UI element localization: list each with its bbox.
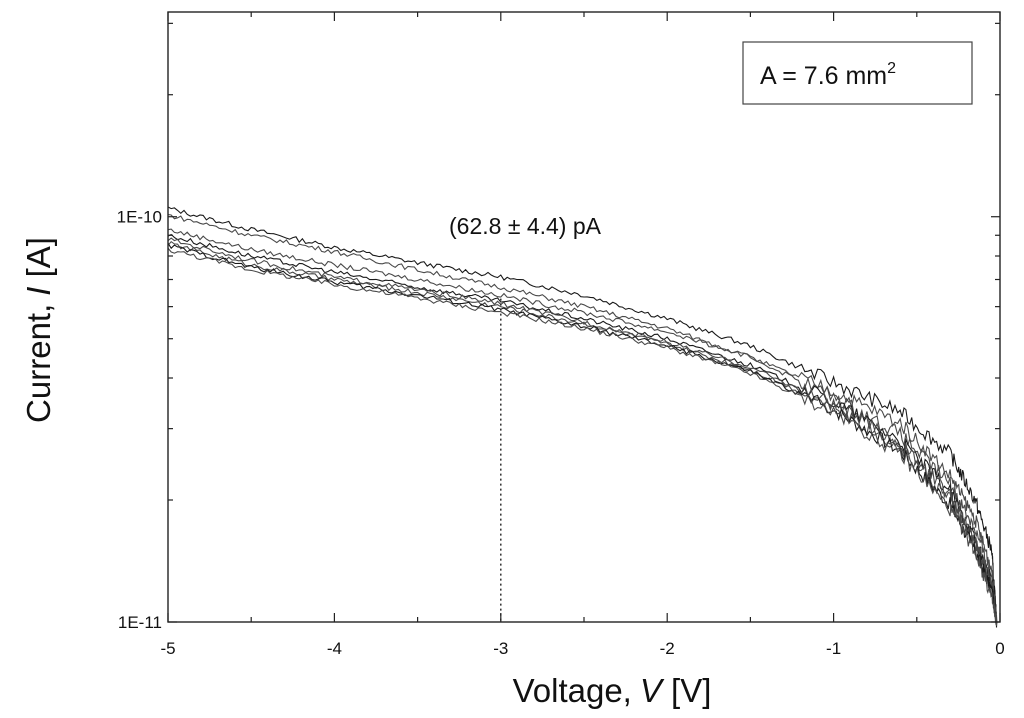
series-line-curve-1 (167, 206, 998, 625)
x-tick-label: -1 (826, 639, 841, 658)
y-tick-label: 1E-11 (118, 613, 162, 632)
series-line-curve-4 (167, 233, 998, 623)
y-axis-title-text: Current, (20, 304, 57, 423)
series-line-curve-8 (167, 247, 998, 626)
ticks-group (167, 12, 1001, 623)
y-tick-label: 1E-10 (117, 208, 162, 227)
x-tick-label: -5 (160, 639, 175, 658)
series-line-curve-3 (167, 228, 998, 623)
series-line-curve-2 (167, 213, 998, 624)
y-axis-title-unit: [A] (20, 237, 57, 287)
legend-box-text: A = 7.6 mm2 (760, 60, 896, 90)
legend-text-superscript: 2 (887, 60, 896, 77)
series-line-curve-5 (167, 237, 998, 624)
y-axis-title: Current, I [A] (20, 237, 57, 423)
x-tick-label: -3 (493, 639, 508, 658)
x-axis-title: Voltage, V [V] (513, 672, 712, 709)
y-axis-title-symbol: I (20, 287, 57, 296)
legend-box-border (742, 41, 973, 105)
x-axis-title-unit: [V] (662, 672, 712, 709)
x-tick-label: 0 (995, 639, 1004, 658)
x-axis-title-symbol: V (640, 672, 665, 709)
tick-labels-group: -5 -4 -3 -2 -1 0 1E-11 1E-10 (117, 208, 1005, 658)
annotation-label: (62.8 ± 4.4) pA (449, 213, 602, 239)
legend-box: A = 7.6 mm2 (742, 41, 973, 105)
x-tick-label: -2 (660, 639, 675, 658)
legend-text-main: A = 7.6 mm (760, 62, 887, 90)
x-tick-label: -4 (327, 639, 342, 658)
curves-group (167, 206, 998, 628)
x-axis-title-text: Voltage, (513, 672, 632, 709)
